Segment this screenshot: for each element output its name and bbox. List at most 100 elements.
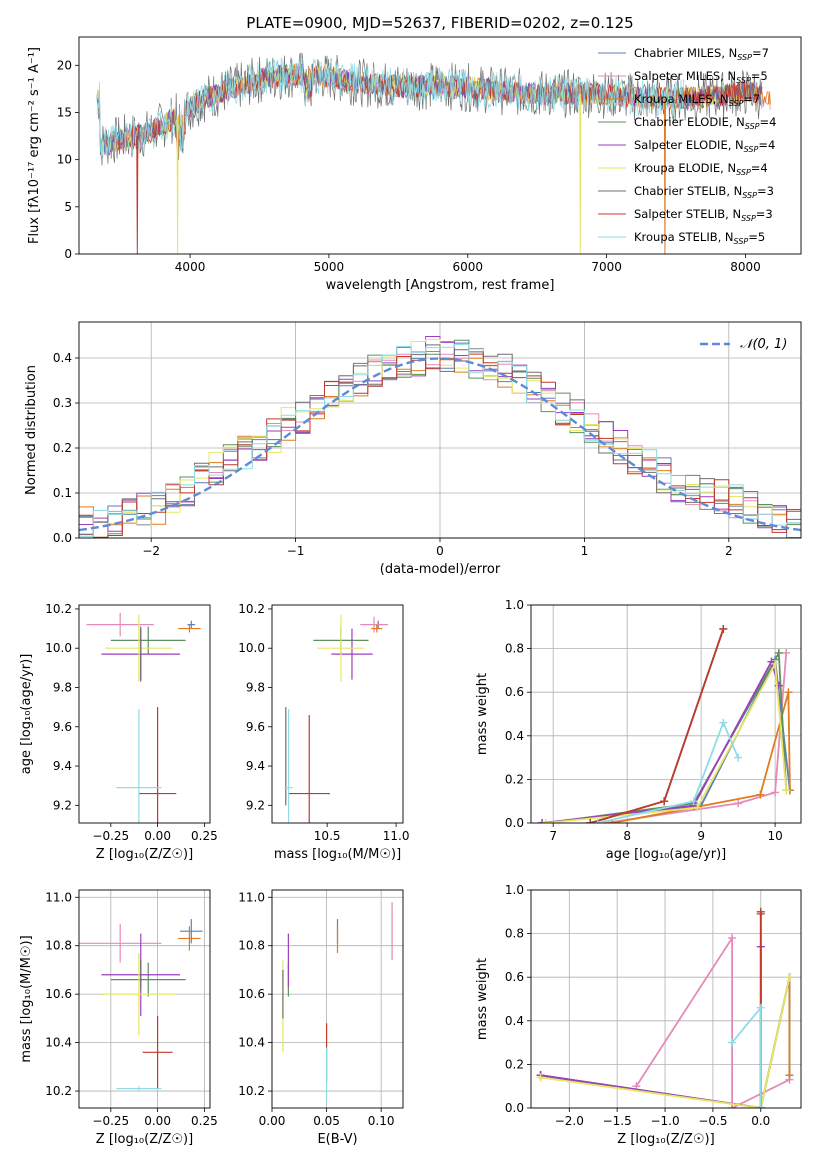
y-tick-label: 10.2 [45, 602, 72, 616]
x-tick-label: 0.00 [144, 1114, 171, 1128]
y-tick-label: 0.8 [505, 642, 524, 656]
x-tick-label: 8 [623, 829, 631, 843]
weight-line [540, 977, 791, 1108]
weight-marker [785, 1071, 794, 1080]
x-tick-label: 0.00 [144, 829, 171, 843]
x-axis-label: E(B-V) [317, 1132, 357, 1147]
absorption-dip [579, 93, 582, 254]
legend-label: Salpeter ELODIE, NSSP=4 [634, 138, 775, 154]
y-tick-label: 0.1 [53, 486, 72, 500]
y-tick-label: 10 [57, 153, 72, 167]
x-tick-label: 0.25 [191, 1114, 218, 1128]
x-axis-label: Z [log₁₀(Z/Z☉)] [96, 1132, 193, 1147]
plot-area [284, 614, 388, 823]
y-tick-label: 15 [57, 105, 72, 119]
axes-frame [78, 321, 802, 539]
y-tick-label: 10.0 [45, 641, 72, 655]
histogram-steps [79, 344, 801, 536]
axes-frame [78, 889, 211, 1109]
x-tick-label: −0.25 [92, 829, 129, 843]
axes-frame [271, 604, 404, 824]
y-tick-label: 9.8 [246, 680, 265, 694]
axes-frame [271, 889, 404, 1109]
y-tick-label: 0.2 [505, 772, 524, 786]
y-axis-label: Flux [fλ10⁻¹⁷ erg cm⁻² s⁻¹ A⁻¹] [27, 47, 42, 244]
x-tick-label: 7 [549, 829, 557, 843]
y-tick-label: 11.0 [45, 890, 72, 904]
legend-label: 𝒩(0, 1) [740, 337, 787, 352]
y-tick-label: 0.8 [505, 927, 524, 941]
legend-label: Kroupa MILES, NSSP=7 [634, 92, 760, 108]
weight-marker [693, 803, 702, 812]
x-tick-label: 11.0 [383, 829, 410, 843]
panel-3: −0.25 0.00 0.25 9.2 9.4 9.6 9.8 10.0 10.2 Z [log₁… [19, 602, 218, 862]
legend-label: Kroupa ELODIE, NSSP=4 [634, 161, 768, 177]
weight-marker [660, 797, 669, 806]
weight-line [589, 628, 725, 823]
panel-7: 0.00 0.05 0.10 10.2 10.4 10.6 10.8 11.0 E(B-V) [238, 889, 404, 1147]
weight-marker [774, 648, 783, 657]
y-tick-label: 0.6 [505, 685, 524, 699]
weight-marker [771, 788, 780, 797]
x-axis-label: mass [log₁₀(M/M☉)] [274, 847, 401, 862]
x-tick-label: 6000 [452, 260, 483, 274]
x-tick-label: 0.00 [259, 1114, 286, 1128]
y-tick-label: 9.6 [246, 720, 265, 734]
y-tick-label: 0.0 [505, 816, 524, 830]
plot-area [538, 624, 794, 823]
histogram-steps [79, 353, 801, 538]
panel-1: 4000 5000 6000 7000 8000 0 5 10 15 20 wavelength [… [27, 36, 802, 293]
y-tick-label: 0.0 [505, 1101, 524, 1115]
x-axis-label: wavelength [Angstrom, rest frame] [326, 278, 555, 293]
x-axis-label: (data-model)/error [380, 562, 501, 577]
weight-line [731, 1005, 762, 1108]
weight-marker [734, 799, 743, 808]
x-tick-label: 2 [725, 544, 733, 558]
spectrum-line [96, 57, 685, 158]
plot-area [96, 52, 771, 254]
y-tick-label: 1.0 [505, 598, 524, 612]
weight-marker [719, 718, 728, 727]
y-axis-label: mass weight [475, 958, 490, 1040]
weight-line [597, 720, 739, 823]
figure-title: PLATE=0900, MJD=52637, FIBERID=0202, z=0… [246, 14, 633, 32]
y-tick-label: 5 [64, 200, 72, 214]
weight-marker [756, 1104, 765, 1108]
normal-curve [79, 357, 801, 532]
weight-marker [756, 790, 765, 799]
weight-line [589, 628, 725, 823]
x-tick-label: −1.5 [603, 1114, 632, 1128]
x-tick-label: −2.0 [555, 1114, 584, 1128]
x-tick-label: 5000 [314, 260, 345, 274]
plot-area [86, 612, 201, 823]
legend-label: Chabrier STELIB, NSSP=3 [634, 184, 774, 200]
weight-line [540, 946, 762, 1108]
x-tick-label: 4000 [175, 260, 206, 274]
y-tick-label: 10.4 [45, 1036, 72, 1050]
y-tick-label: 10.8 [45, 939, 72, 953]
y-tick-label: 0 [64, 247, 72, 261]
y-tick-label: 10.2 [238, 1084, 265, 1098]
legend-label: Chabrier MILES, NSSP=7 [634, 46, 769, 62]
weight-marker [593, 819, 602, 823]
y-tick-label: 0.6 [505, 970, 524, 984]
x-tick-label: 9 [697, 829, 705, 843]
x-tick-label: 1 [581, 544, 589, 558]
y-tick-label: 10.2 [238, 602, 265, 616]
weight-marker [541, 819, 550, 823]
axes-frame [530, 889, 802, 1109]
x-tick-label: 8000 [730, 260, 761, 274]
plot-area [79, 336, 801, 538]
weight-marker [728, 1104, 737, 1108]
weight-marker [784, 688, 793, 697]
y-axis-label: Normed distribution [24, 365, 39, 495]
y-tick-label: 0.2 [505, 1057, 524, 1071]
x-tick-label: 0.10 [368, 1114, 395, 1128]
y-tick-label: 9.4 [246, 759, 265, 773]
y-tick-label: 10.8 [238, 939, 265, 953]
y-axis-label: age [log₁₀(age/yr)] [19, 654, 34, 775]
weight-marker [728, 933, 737, 942]
absorption-dip [176, 116, 179, 254]
plot-area [282, 902, 393, 1101]
